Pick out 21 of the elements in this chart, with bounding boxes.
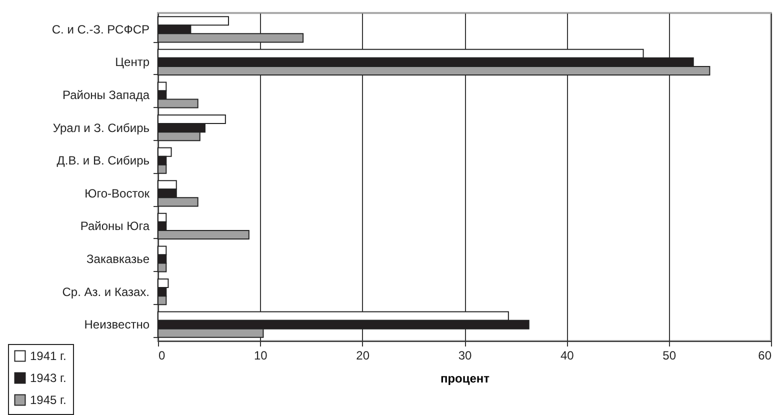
x-axis-title: процент [440, 372, 490, 386]
y-tick-label: Д.В. и В. Сибирь [56, 154, 150, 168]
legend-label: 1941 г. [30, 349, 66, 363]
x-tick-label: 60 [758, 348, 772, 362]
y-tick-label: Юго-Восток [84, 186, 150, 200]
y-tick-label: Неизвестно [84, 318, 150, 332]
y-tick-label: Урал и З. Сибирь [52, 120, 150, 135]
x-tick-label: 0 [158, 348, 166, 362]
legend-label: 1945 г. [30, 393, 66, 407]
legend-label: 1943 г. [30, 371, 66, 385]
y-tick-label: Центр [115, 55, 150, 70]
x-tick-label: 30 [458, 348, 472, 362]
x-tick-label: 50 [662, 348, 676, 362]
y-tick-label: Ср. Аз. и Казах. [62, 284, 150, 299]
y-tick-label: Закавказье [86, 252, 150, 266]
x-tick-label: 20 [356, 348, 370, 362]
x-tick-label: 40 [560, 348, 574, 362]
x-tick-label: 10 [254, 348, 268, 362]
y-tick-label: Районы Запада [62, 88, 150, 102]
y-tick-label: Районы Юга [80, 219, 150, 234]
y-tick-label: С. и С.-З. РСФСР [52, 22, 150, 36]
